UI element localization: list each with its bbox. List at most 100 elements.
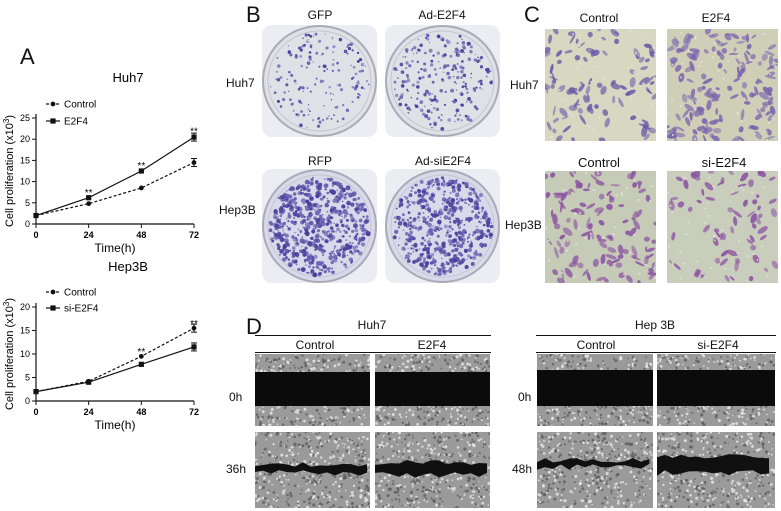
legend-label: Control bbox=[64, 100, 96, 111]
series-line bbox=[35, 346, 195, 393]
col-label-control-d2: Control bbox=[576, 338, 616, 352]
legend-marker bbox=[50, 289, 56, 295]
y-tick-label: 5 bbox=[25, 198, 30, 208]
data-point bbox=[138, 361, 144, 367]
legend-marker bbox=[50, 305, 56, 311]
colony-dish-ad-sie2f4 bbox=[385, 169, 500, 283]
invasion-image-e2f4 bbox=[667, 29, 778, 141]
col-label-si-e2f4-d: si-E2F4 bbox=[697, 338, 739, 352]
row-label-0h-d2: 0h bbox=[518, 390, 532, 404]
col-label-ad-e2f4: Ad-E2F4 bbox=[418, 8, 466, 22]
row-label-0h-d1: 0h bbox=[229, 390, 243, 404]
data-point bbox=[138, 168, 144, 174]
data-point bbox=[33, 212, 39, 219]
data-point bbox=[138, 185, 144, 191]
wound-image-e2f4-36h bbox=[375, 432, 490, 508]
significance-marker: ** bbox=[85, 188, 93, 199]
invasion-image-si-e2f4 bbox=[667, 171, 778, 283]
chart-title: Hep3B bbox=[108, 259, 148, 274]
colony-dish-gfp bbox=[262, 25, 377, 137]
row-label-48h: 48h bbox=[512, 462, 533, 476]
y-tick-label: 15 bbox=[20, 326, 30, 336]
data-point bbox=[33, 389, 39, 395]
group-title-huh7: Huh7 bbox=[357, 318, 387, 332]
x-axis-label: Time(h) bbox=[95, 241, 136, 255]
legend-label: Control bbox=[64, 288, 96, 299]
wound-image-control-48h bbox=[537, 432, 653, 508]
col-label-gfp: GFP bbox=[307, 8, 333, 22]
data-point bbox=[191, 344, 197, 350]
col-label-control-d1: Control bbox=[295, 338, 335, 352]
wound-image-e2f4-0h bbox=[375, 354, 490, 426]
row-label-hep3b-c: Hep3B bbox=[505, 218, 542, 232]
group-title-hep3b: Hep 3B bbox=[634, 318, 676, 332]
legend-label: E2F4 bbox=[64, 117, 88, 128]
x-tick-label: 0 bbox=[33, 407, 38, 417]
x-tick-label: 48 bbox=[136, 230, 146, 240]
row-label-hep3b: Hep3B bbox=[219, 203, 256, 217]
y-tick-label: 15 bbox=[20, 155, 30, 165]
data-point bbox=[138, 353, 144, 359]
x-tick-label: 72 bbox=[189, 407, 199, 417]
col-label-si-e2f4: si-E2F4 bbox=[701, 155, 747, 170]
col-rule-hep3b bbox=[536, 352, 776, 353]
col-label-e2f4-d: E2F4 bbox=[417, 338, 447, 352]
col-label-control-hep3b: Control bbox=[578, 155, 620, 170]
significance-marker: ** bbox=[190, 319, 198, 330]
y-tick-label: 10 bbox=[20, 177, 30, 187]
significance-marker: ** bbox=[137, 347, 145, 358]
y-tick-label: 0 bbox=[25, 219, 30, 229]
y-axis-label: Cell proliferation (x103) bbox=[2, 115, 16, 227]
y-tick-label: 5 bbox=[25, 373, 30, 383]
data-point bbox=[191, 134, 197, 140]
x-tick-label: 24 bbox=[84, 407, 94, 417]
x-tick-label: 24 bbox=[84, 230, 94, 240]
series-line bbox=[35, 136, 195, 217]
y-tick-label: 10 bbox=[20, 349, 30, 359]
row-label-huh7-c: Huh7 bbox=[510, 78, 539, 92]
y-tick-label: 20 bbox=[20, 134, 30, 144]
data-point bbox=[86, 201, 92, 207]
wound-image-control-0h bbox=[255, 354, 370, 426]
legend-marker bbox=[50, 101, 56, 107]
row-label-36h: 36h bbox=[226, 462, 247, 476]
invasion-image-control-hep3b bbox=[545, 171, 656, 283]
proliferation-chart-huh7: Huh7 0 5 10 15 20 25 0 24 48 72 Time(h) Cell prolife… bbox=[2, 70, 199, 255]
wound-image-si-e2f4-0h bbox=[657, 354, 775, 426]
series-line bbox=[35, 327, 195, 393]
wound-image-control-0h-hep3b bbox=[537, 354, 653, 426]
legend-label: si-E2F4 bbox=[64, 304, 99, 315]
proliferation-chart-hep3b: Hep3B 0 5 10 15 20 0 24 48 72 Time(h) Cell prolifer… bbox=[2, 259, 199, 432]
group-rule-hep3b bbox=[536, 335, 776, 336]
x-axis-label: Time(h) bbox=[95, 418, 136, 432]
data-point bbox=[191, 325, 197, 331]
x-tick-label: 48 bbox=[136, 407, 146, 417]
series-line bbox=[35, 161, 195, 217]
y-axis-label: Cell proliferation (x103) bbox=[2, 298, 16, 410]
colony-dish-rfp bbox=[262, 169, 377, 283]
data-point bbox=[191, 160, 197, 165]
chart-title: Huh7 bbox=[112, 70, 143, 85]
x-tick-label: 72 bbox=[189, 230, 199, 240]
col-label-control-huh7: Control bbox=[579, 11, 619, 25]
row-label-huh7: Huh7 bbox=[226, 76, 255, 90]
y-tick-label: 25 bbox=[20, 113, 30, 123]
col-label-e2f4: E2F4 bbox=[701, 11, 731, 25]
colony-dish-ad-e2f4 bbox=[385, 25, 500, 137]
panel-d-label: D bbox=[246, 314, 262, 339]
wound-image-control-36h bbox=[255, 432, 370, 508]
significance-marker: ** bbox=[190, 127, 198, 138]
significance-marker: ** bbox=[137, 161, 145, 172]
invasion-image-control-huh7 bbox=[545, 29, 656, 141]
y-tick-label: 20 bbox=[20, 302, 30, 312]
panel-c-label: C bbox=[524, 2, 540, 27]
x-tick-label: 0 bbox=[33, 230, 38, 240]
col-label-rfp: RFP bbox=[308, 154, 332, 168]
col-label-ad-sie2f4: Ad-siE2F4 bbox=[414, 154, 472, 168]
col-rule-huh7 bbox=[255, 352, 491, 353]
legend-marker bbox=[50, 118, 56, 124]
group-rule-huh7 bbox=[255, 335, 491, 336]
data-point bbox=[86, 195, 92, 201]
panel-a-label: A bbox=[20, 44, 35, 69]
wound-image-si-e2f4-48h bbox=[657, 432, 775, 508]
